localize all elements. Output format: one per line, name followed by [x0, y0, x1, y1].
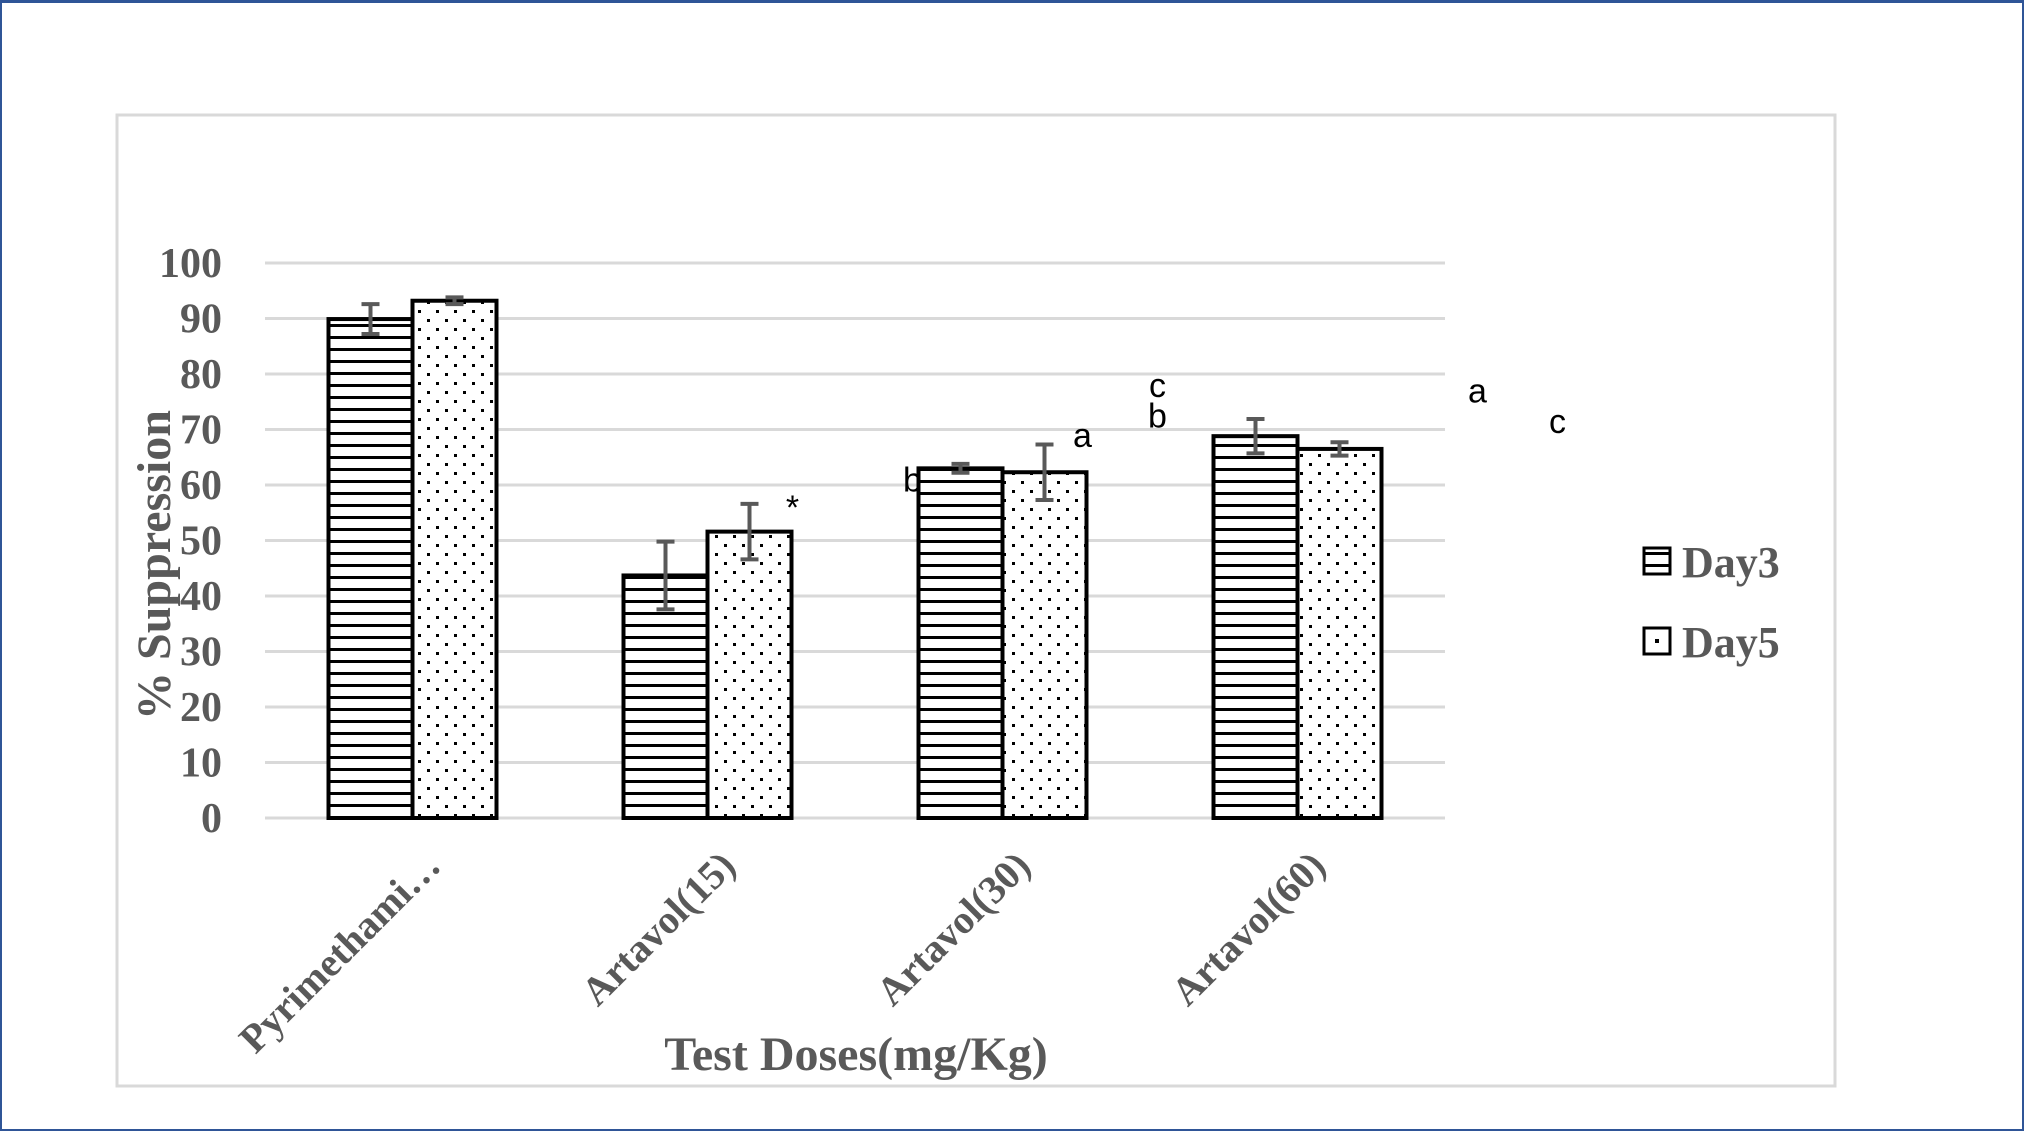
- legend-label-day5: Day5: [1682, 618, 1780, 667]
- bar-day5-3: [1295, 446, 1384, 820]
- significance-annotation: b: [903, 461, 922, 499]
- significance-annotation: a: [1073, 417, 1092, 455]
- legend-swatch-day3: [1642, 546, 1672, 576]
- y-tick-label: 10: [180, 741, 222, 787]
- y-tick-label: 90: [180, 297, 222, 343]
- y-tick-label: 80: [180, 352, 222, 398]
- x-axis-title: Test Doses(mg/Kg): [664, 1028, 1048, 1081]
- bar-day3-0: [326, 317, 415, 820]
- y-tick-label: 100: [159, 241, 222, 287]
- error-bars: [361, 295, 1349, 612]
- legend: Day3 Day5: [1642, 538, 1780, 667]
- bar-day3-1: [621, 573, 710, 821]
- bar-day5-1: [705, 529, 794, 820]
- significance-annotation: c: [1149, 367, 1166, 405]
- y-axis-ticks: 0 10 20 30 40 50 60 70 80 90 100: [159, 241, 222, 842]
- significance-annotation: a: [1468, 373, 1487, 411]
- significance-annotation: *: [786, 489, 799, 527]
- y-tick-label: 20: [180, 685, 222, 731]
- y-axis-title: % Suppression: [128, 410, 181, 720]
- legend-label-day3: Day3: [1682, 538, 1780, 587]
- bar-day3-3: [1211, 434, 1300, 820]
- bar-day3-2: [916, 466, 1005, 820]
- y-tick-label: 30: [180, 630, 222, 676]
- significance-annotation: b: [1148, 398, 1167, 436]
- bar-day5-0: [410, 298, 499, 820]
- y-tick-label: 60: [180, 463, 222, 509]
- y-tick-label: 50: [180, 519, 222, 565]
- y-tick-label: 70: [180, 408, 222, 454]
- legend-swatch-day5-dot: [1655, 639, 1659, 643]
- bar-day5-2: [1000, 470, 1089, 820]
- y-tick-label: 40: [180, 574, 222, 620]
- bars: [326, 298, 1384, 821]
- y-tick-label: 0: [201, 796, 222, 842]
- significance-annotation: c: [1549, 403, 1566, 441]
